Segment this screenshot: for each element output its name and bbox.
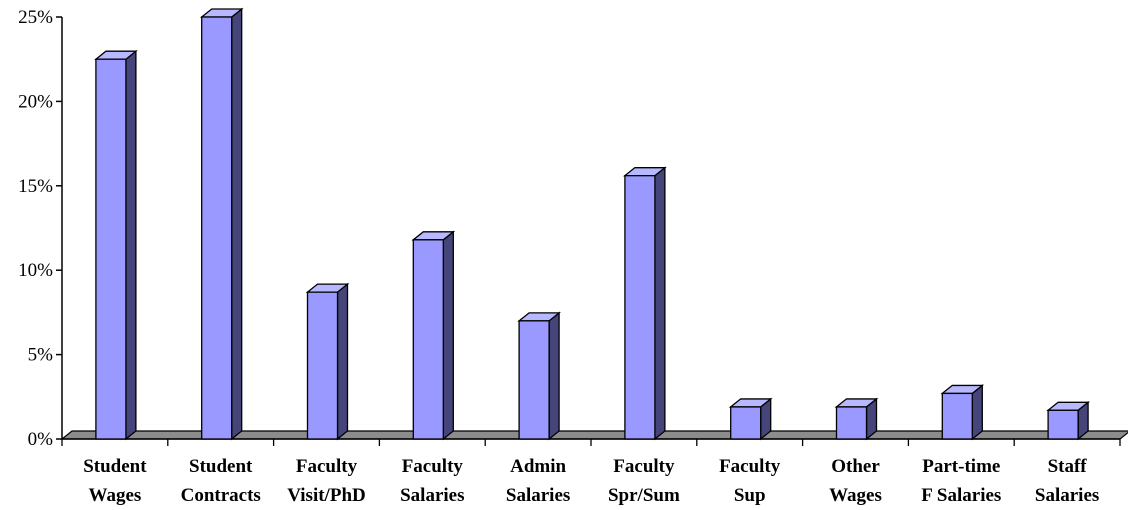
- bar-front-face: [306, 291, 339, 440]
- x-category-label-line: Student: [83, 456, 147, 477]
- y-axis: 0% 5% 10% 15% 20% 25%: [18, 7, 1121, 450]
- y-tick-label: 15%: [18, 176, 53, 197]
- bar-front-face: [95, 58, 127, 440]
- bar-front-face: [1047, 409, 1079, 440]
- bars: [94, 7, 1090, 441]
- bar: [834, 397, 879, 441]
- x-category-label: Faculty Spr/Sum: [608, 456, 680, 506]
- y-tick-label: 20%: [18, 91, 53, 112]
- y-tick-label: 5%: [28, 345, 54, 366]
- x-category-label-line: Salaries: [400, 485, 464, 506]
- x-category-label-line: Sup: [734, 485, 766, 506]
- x-category-label: Admin Salaries: [506, 456, 570, 506]
- category-labels: Student Wages Student Contracts Faculty Visit…: [83, 456, 1099, 506]
- bar: [728, 397, 773, 441]
- x-category-label-line: Visit/PhD: [287, 485, 365, 506]
- x-category-label-line: Contracts: [181, 485, 261, 506]
- x-category-label: Part-time F Salaries: [921, 456, 1001, 506]
- x-category-label-line: Faculty: [402, 456, 464, 477]
- x-category-label-line: F Salaries: [921, 485, 1001, 506]
- x-category-label: Faculty Sup: [719, 456, 781, 506]
- y-tick-label: 25%: [18, 7, 53, 28]
- bar-side-face: [548, 311, 560, 441]
- x-category-label-line: Wages: [89, 485, 142, 506]
- x-category-label-line: Faculty: [296, 456, 358, 477]
- bar-front-face: [941, 392, 973, 440]
- bar-side-face: [971, 384, 983, 441]
- x-category-label: Staff Salaries: [1035, 456, 1099, 506]
- x-category-label-line: Admin: [510, 456, 566, 477]
- x-category-label-line: Other: [831, 456, 880, 477]
- x-category-label-line: Faculty: [719, 456, 781, 477]
- x-category-label-line: Salaries: [1035, 485, 1099, 506]
- x-category-label-line: Wages: [829, 485, 882, 506]
- y-tick-label: 0%: [28, 429, 54, 450]
- bar-side-face: [231, 7, 243, 441]
- bar-front-face: [518, 320, 550, 440]
- x-category-label-line: Staff: [1048, 456, 1088, 477]
- bar: [411, 230, 456, 441]
- bar-side-face: [442, 230, 454, 441]
- x-category-label-line: Spr/Sum: [608, 485, 680, 506]
- bar-front-face: [624, 175, 656, 440]
- x-category-label: Other Wages: [829, 456, 882, 506]
- bar-front-face: [730, 406, 762, 440]
- y-tick-label: 10%: [18, 260, 53, 281]
- bar: [199, 7, 244, 441]
- x-category-label: Student Contracts: [181, 456, 261, 506]
- bar-front-face: [412, 239, 444, 440]
- bar-front-face: [835, 406, 868, 440]
- bar-front-face: [201, 16, 233, 440]
- x-category-label: Student Wages: [83, 456, 147, 506]
- bar: [94, 49, 138, 441]
- x-category-label-line: Faculty: [613, 456, 675, 477]
- x-category-label: Faculty Salaries: [400, 456, 464, 506]
- x-category-label-line: Student: [189, 456, 253, 477]
- bar: [1046, 400, 1090, 441]
- bar-side-face: [125, 49, 137, 441]
- bar: [517, 311, 561, 441]
- x-category-label: Faculty Visit/PhD: [287, 456, 365, 506]
- bar: [305, 282, 350, 441]
- x-category-label-line: Part-time: [922, 456, 1000, 477]
- bar: [623, 166, 667, 441]
- bar: [940, 384, 985, 441]
- bar-side-face: [336, 282, 349, 441]
- bar-side-face: [654, 166, 666, 441]
- x-category-label-line: Salaries: [506, 485, 570, 506]
